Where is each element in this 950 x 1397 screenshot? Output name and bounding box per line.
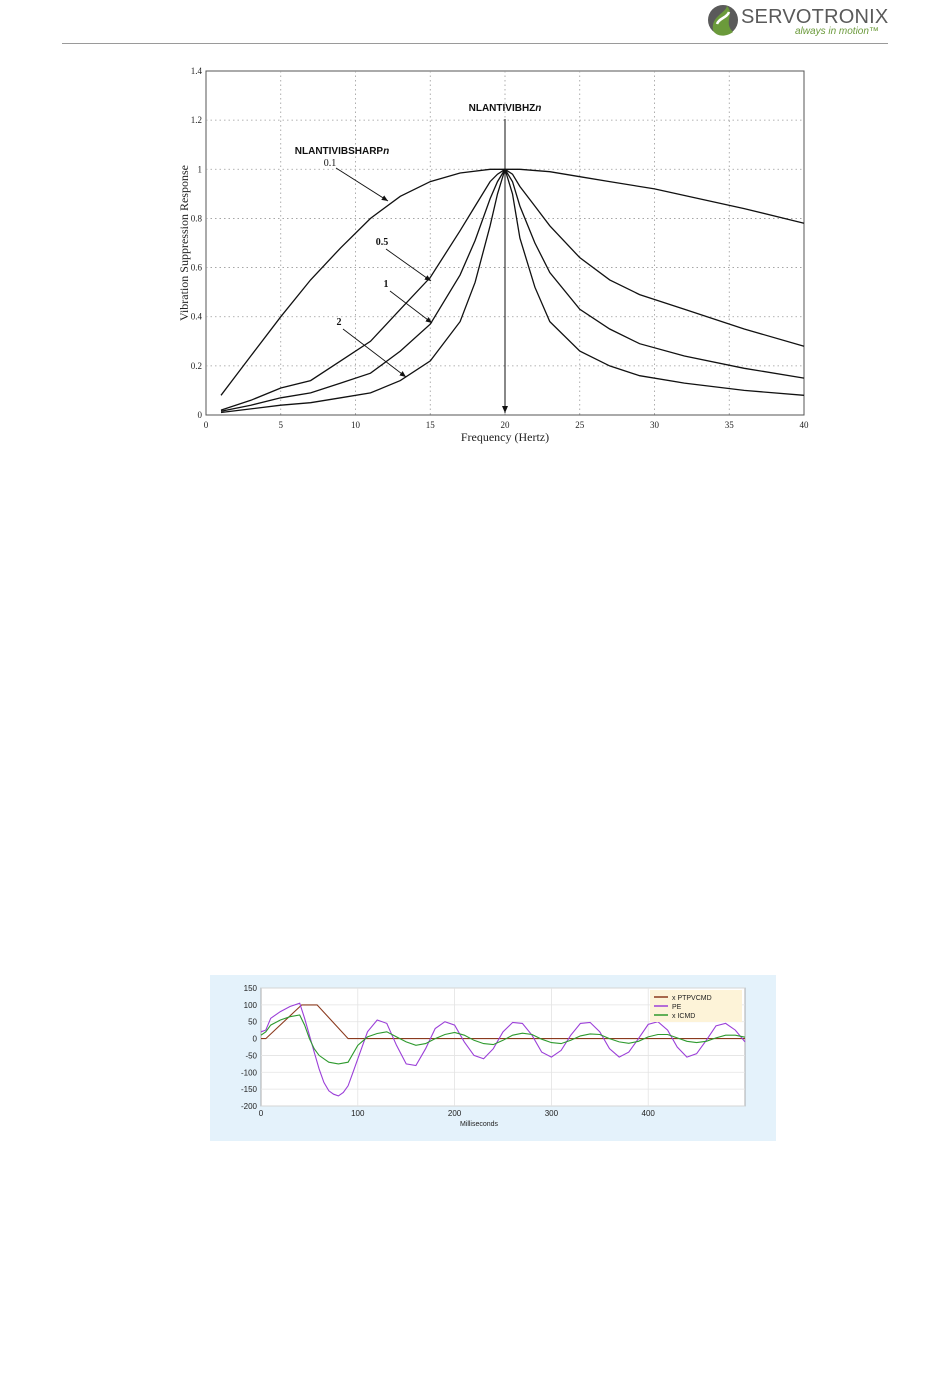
center-label-italic: n — [535, 103, 541, 114]
x-tick-label: 5 — [279, 420, 284, 430]
scope-x-tick-label: 0 — [259, 1109, 264, 1118]
scope-series-pe — [260, 1002, 746, 1097]
scope-x-axis-label: Milliseconds — [460, 1121, 499, 1128]
scope-x-tick-label: 100 — [351, 1109, 365, 1118]
logo-tagline: always in motion™ — [795, 26, 879, 37]
scope-y-tick-label: 0 — [253, 1035, 258, 1044]
x-tick-label: 10 — [351, 420, 361, 430]
sharp-label-text: NLANTIVIBSHARP — [295, 146, 384, 157]
scope-x-tick-label: 400 — [642, 1109, 656, 1118]
y-tick-label: 1.2 — [191, 115, 202, 125]
scope-y-tick-label: 150 — [244, 984, 258, 993]
y-tick-label: 0.4 — [191, 312, 203, 322]
curve-label: 1 — [384, 279, 389, 290]
sharpness-value-label: 0.1 — [324, 158, 337, 169]
legend-entry: PE — [672, 1004, 682, 1011]
y-tick-label: 1.4 — [191, 66, 203, 76]
legend-entry: x ICMD — [672, 1013, 695, 1020]
scope-y-tick-label: -200 — [241, 1102, 258, 1111]
x-tick-label: 25 — [575, 420, 585, 430]
y-tick-label: 1 — [198, 164, 203, 174]
scope-series-x-icmd — [260, 1014, 746, 1065]
series-line-0-5 — [220, 168, 805, 411]
scope-y-tick-label: -50 — [245, 1051, 257, 1060]
center-label-text: NLANTIVIBHZ — [469, 103, 536, 114]
company-logo: SERVOTRONIX always in motion™ — [705, 0, 890, 40]
y-axis-label: Vibration Suppression Response — [177, 165, 191, 321]
x-tick-label: 30 — [650, 420, 660, 430]
scope-x-tick-label: 300 — [545, 1109, 559, 1118]
scope-y-tick-label: 100 — [244, 1001, 258, 1010]
header-rule — [62, 43, 888, 44]
series-line-1 — [220, 168, 805, 412]
scope-y-tick-label: 50 — [248, 1018, 257, 1027]
scope-x-tick-label: 200 — [448, 1109, 462, 1118]
curve-label-arrow — [385, 248, 432, 282]
x-tick-label: 0 — [204, 420, 209, 430]
series-line-0-1 — [220, 168, 805, 396]
x-tick-label: 35 — [725, 420, 735, 430]
curve-label: 0.5 — [376, 237, 389, 248]
sharpness-label: NLANTIVIBSHARPn — [295, 146, 389, 157]
logo-name: SERVOTRONIX — [741, 6, 889, 28]
logo-swirl-icon — [708, 5, 738, 36]
curve-label-arrow — [389, 290, 433, 324]
scope-y-tick-label: -100 — [241, 1068, 258, 1077]
sharp-label-italic: n — [383, 146, 389, 157]
x-tick-label: 40 — [800, 420, 810, 430]
x-tick-label: 20 — [501, 420, 511, 430]
curve-label-arrow — [342, 328, 407, 378]
center-frequency-label: NLANTIVIBHZn — [469, 103, 542, 114]
legend-entry: x PTPVCMD — [672, 995, 712, 1002]
y-tick-label: 0.6 — [191, 263, 203, 273]
x-axis-label: Frequency (Hertz) — [461, 430, 549, 444]
vibration-suppression-chart: 0 5 10 15 20 25 30 35 40 0 0.2 0.4 0.6 0.8 1 1.2 1.4 Freq… — [177, 66, 810, 444]
sharpness-01-arrow — [335, 167, 389, 202]
curve-label: 2 — [337, 317, 342, 328]
scope-y-tick-label: -150 — [241, 1085, 258, 1094]
x-tick-label: 15 — [426, 420, 436, 430]
series-line-2 — [220, 167, 805, 414]
scope-chart: 0 100 200 300 400 150 100 50 0 -50 -100 -150 -200 Mil… — [241, 984, 746, 1128]
scope-chart-panel: 0 100 200 300 400 150 100 50 0 -50 -100 -150 -200 Mil… — [210, 975, 776, 1141]
y-tick-label: 0.8 — [191, 213, 203, 223]
y-tick-label: 0.2 — [191, 361, 202, 371]
scope-series-x-ptpvcmd — [261, 1004, 745, 1040]
y-tick-label: 0 — [198, 410, 203, 420]
